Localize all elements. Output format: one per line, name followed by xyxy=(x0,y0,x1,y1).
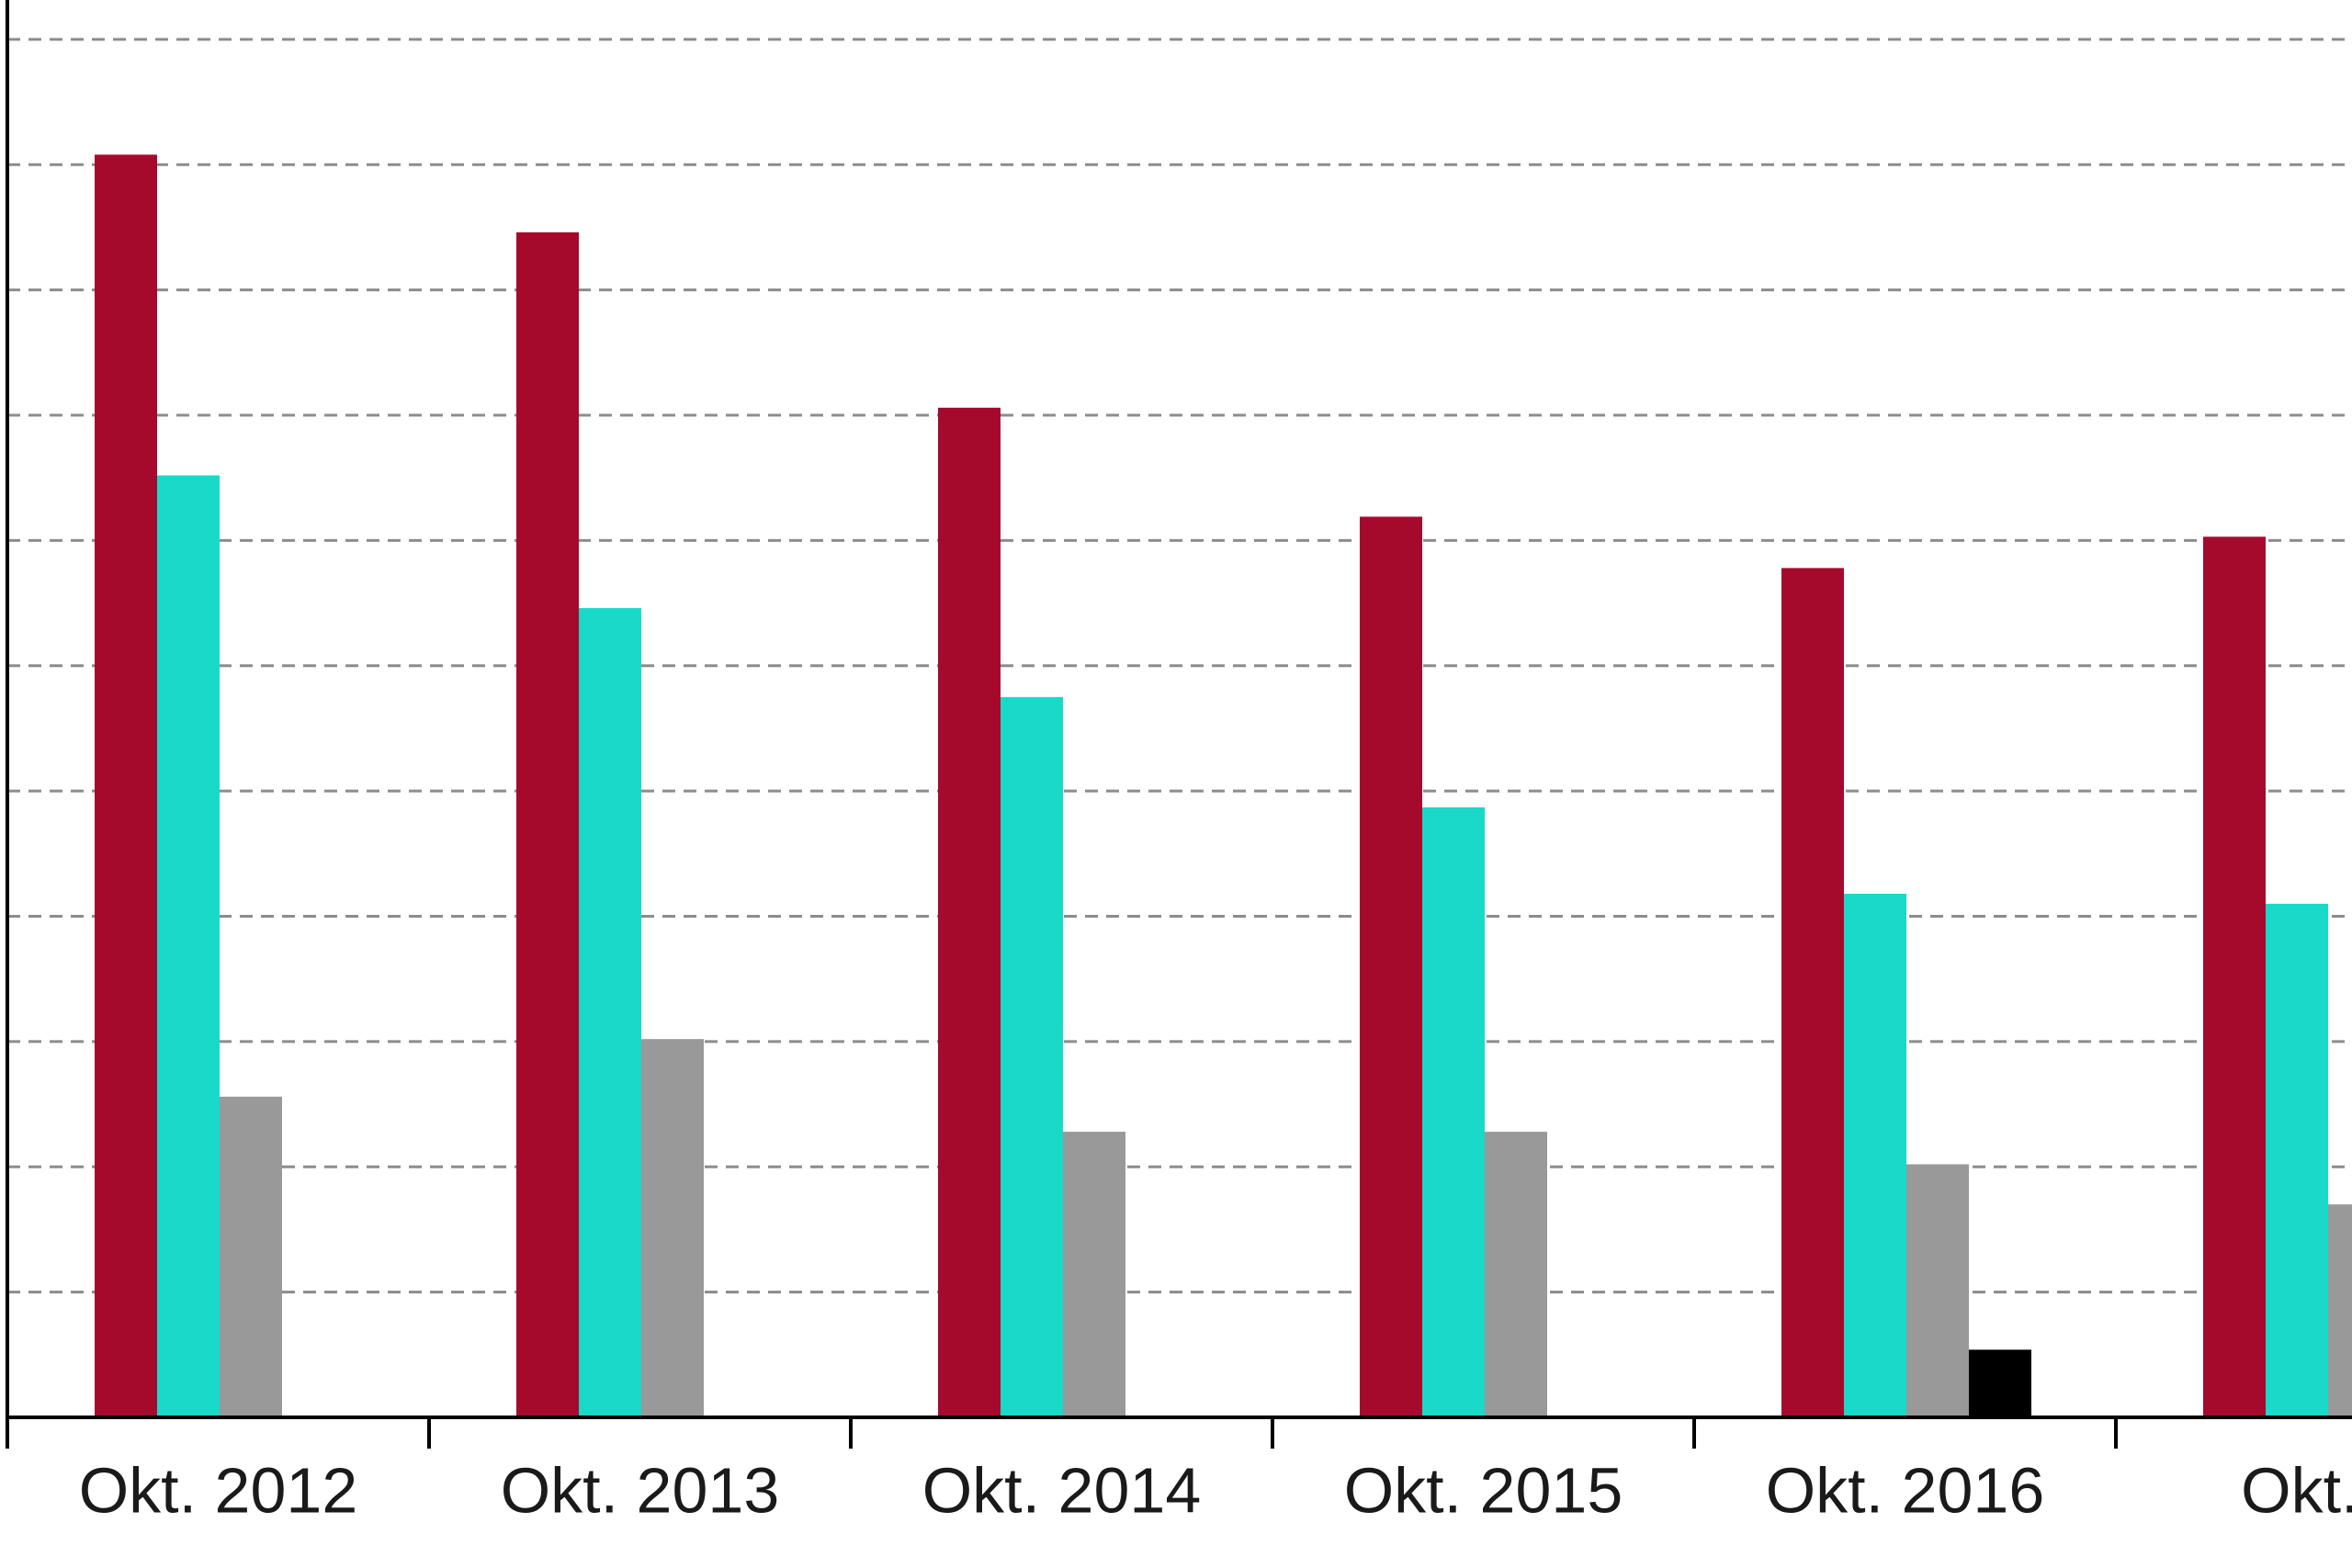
bar xyxy=(157,475,220,1417)
bar xyxy=(1360,516,1422,1417)
bar xyxy=(1969,1349,2031,1417)
bar xyxy=(938,407,1001,1417)
bar xyxy=(1422,807,1485,1417)
x-tick-label: Okt. 2015 xyxy=(1344,1454,1623,1526)
bar xyxy=(1001,696,1063,1417)
x-tick-label: Okt. 2 xyxy=(2241,1454,2352,1526)
bar xyxy=(516,231,579,1418)
bar xyxy=(1063,1132,1125,1417)
bar xyxy=(579,608,641,1417)
bar xyxy=(1844,893,1906,1417)
bar xyxy=(641,1039,704,1417)
x-tick-label: Okt. 2014 xyxy=(922,1454,1202,1526)
bar xyxy=(1485,1132,1547,1417)
x-tick-label: Okt. 2013 xyxy=(501,1454,780,1526)
bar xyxy=(2203,536,2266,1417)
bar xyxy=(1781,568,1844,1417)
bar xyxy=(95,154,157,1418)
bar xyxy=(220,1096,282,1417)
x-tick-label: Okt. 2012 xyxy=(79,1454,358,1526)
bar xyxy=(2266,903,2328,1417)
bar xyxy=(2328,1204,2352,1417)
x-tick-label: Okt. 2016 xyxy=(1766,1454,2045,1526)
bar xyxy=(1906,1164,1969,1417)
